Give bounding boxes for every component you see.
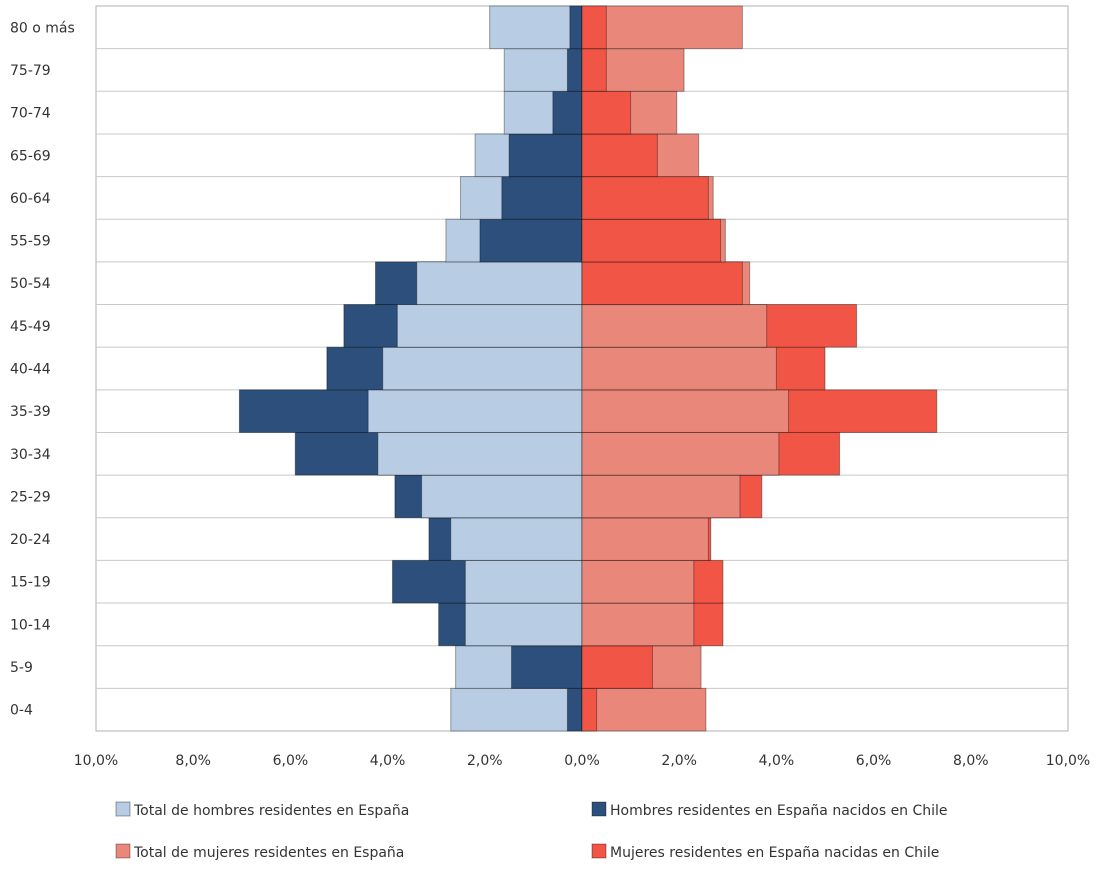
bar-female-chile (581, 645, 653, 689)
y-tick-label: 60-64 (10, 191, 51, 207)
legend: Total de hombres residentes en España Hom… (115, 801, 948, 861)
bar-male-total (382, 346, 583, 391)
bar-male-chile (569, 5, 583, 50)
bar-male-total (396, 304, 583, 348)
bar-male-total (416, 261, 583, 306)
y-axis-labels: 0-4 5-9 10-14 15-19 20-24 25-29 30-34 35-39 40-4… (10, 20, 75, 718)
bar-female-chile (581, 90, 632, 135)
bar-female-total (581, 5, 743, 50)
bar-female-chile (581, 218, 722, 263)
x-tick-label: 0,0% (564, 753, 600, 769)
bars-layer (238, 5, 938, 732)
bar-male-total (367, 389, 583, 433)
legend-label: Total de hombres residentes en España (133, 803, 409, 819)
bar-female-chile (581, 261, 743, 306)
bar-female-chile (581, 5, 607, 50)
bar-male-chile (566, 687, 583, 732)
bar-male-total (377, 431, 583, 476)
bar-male-total (450, 517, 583, 561)
bar-male-total (450, 687, 583, 732)
legend-swatch (591, 843, 607, 859)
x-axis-labels: 10,0% 8,0% 6,0% 4,0% 2,0% 0,0% 2,0% 4,0% 6,0% 8,0… (74, 753, 1090, 769)
bar-female-chile (581, 687, 598, 732)
y-tick-label: 20-24 (10, 532, 51, 548)
bar-female-chile (581, 176, 709, 220)
y-tick-label: 35-39 (10, 404, 51, 420)
bar-female-chile (581, 48, 607, 92)
bar-male-chile (552, 90, 583, 135)
bar-male-chile (508, 133, 583, 178)
legend-label: Hombres residentes en España nacidos en … (610, 803, 948, 819)
bar-female-total (581, 389, 790, 433)
x-tick-label: 4,0% (370, 753, 406, 769)
y-tick-label: 75-79 (10, 63, 51, 79)
y-tick-label: 0-4 (10, 703, 33, 719)
bar-female-chile (581, 133, 658, 178)
y-tick-label: 80 o más (10, 20, 75, 36)
y-tick-label: 65-69 (10, 148, 51, 164)
x-tick-label: 4,0% (759, 753, 795, 769)
bar-male-total (464, 559, 583, 604)
y-tick-label: 55-59 (10, 234, 51, 250)
y-tick-label: 15-19 (10, 575, 51, 591)
legend-label: Mujeres residentes en España nacidas en … (610, 845, 939, 861)
y-tick-label: 10-14 (10, 617, 51, 633)
x-tick-label: 8,0% (953, 753, 989, 769)
bar-male-chile (511, 645, 583, 689)
x-tick-label: 6,0% (273, 753, 309, 769)
x-tick-label: 8,0% (175, 753, 211, 769)
bar-female-total (581, 431, 780, 476)
bar-male-chile (479, 218, 583, 263)
x-tick-label: 2,0% (661, 753, 697, 769)
bar-male-chile (501, 176, 583, 220)
legend-swatch (115, 801, 131, 817)
y-tick-label: 50-54 (10, 276, 51, 292)
x-tick-label: 2,0% (467, 753, 503, 769)
y-tick-label: 5-9 (10, 660, 33, 676)
y-tick-label: 40-44 (10, 362, 51, 378)
bar-female-total (581, 559, 695, 604)
bar-female-total (581, 304, 768, 348)
x-tick-label: 10,0% (1046, 753, 1090, 769)
bar-female-total (581, 687, 707, 732)
y-tick-label: 30-34 (10, 447, 51, 463)
bar-male-chile (566, 48, 583, 92)
bar-male-total (489, 5, 583, 50)
bar-female-total (581, 346, 777, 391)
bar-male-total (464, 602, 583, 647)
bar-female-total (581, 517, 709, 561)
bar-male-total (421, 474, 583, 519)
x-tick-label: 6,0% (856, 753, 892, 769)
y-tick-label: 25-29 (10, 489, 51, 505)
y-tick-label: 45-49 (10, 319, 51, 335)
legend-label: Total de mujeres residentes en España (133, 845, 404, 861)
legend-swatch (115, 843, 131, 859)
y-tick-label: 70-74 (10, 106, 51, 122)
bar-female-total (581, 602, 695, 647)
x-tick-label: 10,0% (74, 753, 118, 769)
legend-swatch (591, 801, 607, 817)
bar-female-total (581, 474, 741, 519)
